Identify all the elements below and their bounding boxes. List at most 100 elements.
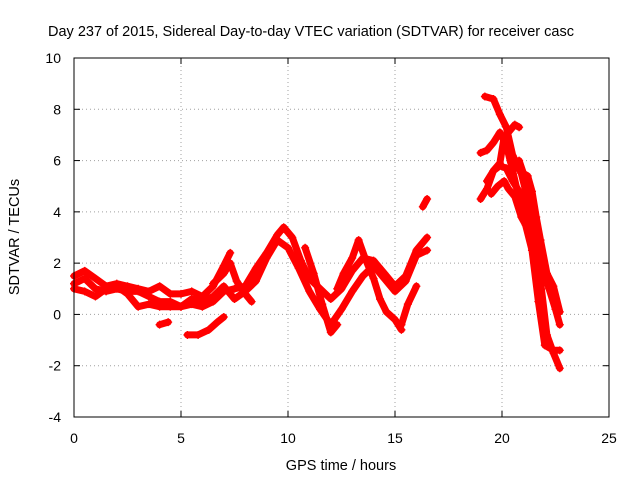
data-point xyxy=(112,282,121,291)
data-point xyxy=(483,146,492,155)
data-point xyxy=(555,364,564,373)
data-point xyxy=(480,92,489,101)
data-point xyxy=(515,187,524,196)
data-point xyxy=(284,243,292,252)
data-point xyxy=(80,274,89,283)
series-track-5 xyxy=(301,243,342,337)
data-point xyxy=(326,328,335,337)
data-point xyxy=(369,274,378,283)
data-point xyxy=(504,128,513,137)
x-tick-label: 5 xyxy=(177,430,185,446)
data-point xyxy=(348,266,357,275)
data-point xyxy=(251,277,260,286)
data-point xyxy=(80,287,89,296)
data-point xyxy=(483,177,492,186)
series-track xyxy=(333,236,405,334)
series-track-7 xyxy=(397,282,421,329)
data-point xyxy=(493,182,502,191)
data-point xyxy=(403,300,412,309)
data-point xyxy=(204,325,213,334)
data-point xyxy=(144,292,153,301)
y-tick-label: 0 xyxy=(53,306,61,322)
data-point xyxy=(412,251,421,260)
data-point xyxy=(213,318,222,327)
series-track-6 xyxy=(333,236,406,334)
data-point xyxy=(487,189,496,198)
data-point xyxy=(134,287,143,296)
data-point xyxy=(354,236,363,245)
data-point xyxy=(318,300,327,309)
data-point xyxy=(523,171,532,180)
data-point xyxy=(555,307,564,316)
data-point xyxy=(164,318,173,327)
data-point xyxy=(504,184,513,193)
data-point xyxy=(555,320,564,329)
data-point xyxy=(155,302,164,311)
data-point xyxy=(502,141,511,150)
series-track-4 xyxy=(209,259,256,306)
data-point xyxy=(333,320,342,329)
data-point xyxy=(515,156,524,165)
data-point xyxy=(489,166,498,175)
data-point xyxy=(532,212,541,221)
data-point xyxy=(294,264,303,273)
y-tick-label: 8 xyxy=(53,101,61,117)
series-track xyxy=(209,259,256,306)
data-point xyxy=(500,177,509,186)
data-point xyxy=(177,302,185,311)
data-point xyxy=(536,297,545,306)
axis-ticks xyxy=(73,57,610,418)
data-point xyxy=(397,320,406,329)
data-point xyxy=(476,148,485,157)
x-tick-label: 25 xyxy=(601,430,617,446)
series-track xyxy=(487,177,564,329)
data-point xyxy=(247,297,256,306)
series-track xyxy=(183,313,228,339)
data-point xyxy=(542,269,551,278)
data-point xyxy=(382,307,391,316)
series-track-10 xyxy=(183,312,228,339)
data-point xyxy=(194,330,203,339)
data-point xyxy=(301,243,310,252)
data-point xyxy=(555,346,564,355)
data-point xyxy=(219,269,228,278)
chart-title: Day 237 of 2015, Sidereal Day-to-day VTE… xyxy=(48,24,574,40)
x-axis-label: GPS time / hours xyxy=(286,458,396,474)
data-point xyxy=(91,284,100,293)
data-point xyxy=(309,269,318,278)
plot-frame xyxy=(73,57,610,418)
data-point xyxy=(510,192,519,201)
data-point xyxy=(527,187,536,196)
data-point xyxy=(423,195,432,204)
data-point xyxy=(495,128,504,137)
x-tick-labels: 0 5 10 15 20 25 xyxy=(70,430,617,446)
data-point xyxy=(80,266,89,275)
data-point xyxy=(262,254,271,263)
y-axis-label: SDTVAR / TECUs xyxy=(7,179,23,295)
data-point xyxy=(495,161,504,170)
data-point xyxy=(326,295,335,304)
data-point xyxy=(219,312,228,321)
data-point xyxy=(376,295,385,304)
data-point xyxy=(495,110,504,119)
data-point xyxy=(515,123,524,132)
data-point xyxy=(508,177,517,186)
y-tick-label: 2 xyxy=(53,255,61,271)
data-point xyxy=(134,302,143,311)
x-tick-label: 15 xyxy=(387,430,403,446)
data-point xyxy=(198,297,207,306)
data-point xyxy=(489,138,498,147)
data-point xyxy=(209,279,218,288)
data-point xyxy=(348,254,357,263)
data-point xyxy=(483,184,492,193)
data-point xyxy=(391,315,399,324)
data-point xyxy=(339,269,348,278)
data-point xyxy=(510,120,519,129)
data-point xyxy=(423,246,432,255)
data-point xyxy=(525,228,534,237)
data-point xyxy=(476,195,485,204)
data-point xyxy=(333,284,342,293)
data-point xyxy=(219,282,228,291)
data-point xyxy=(540,341,549,350)
